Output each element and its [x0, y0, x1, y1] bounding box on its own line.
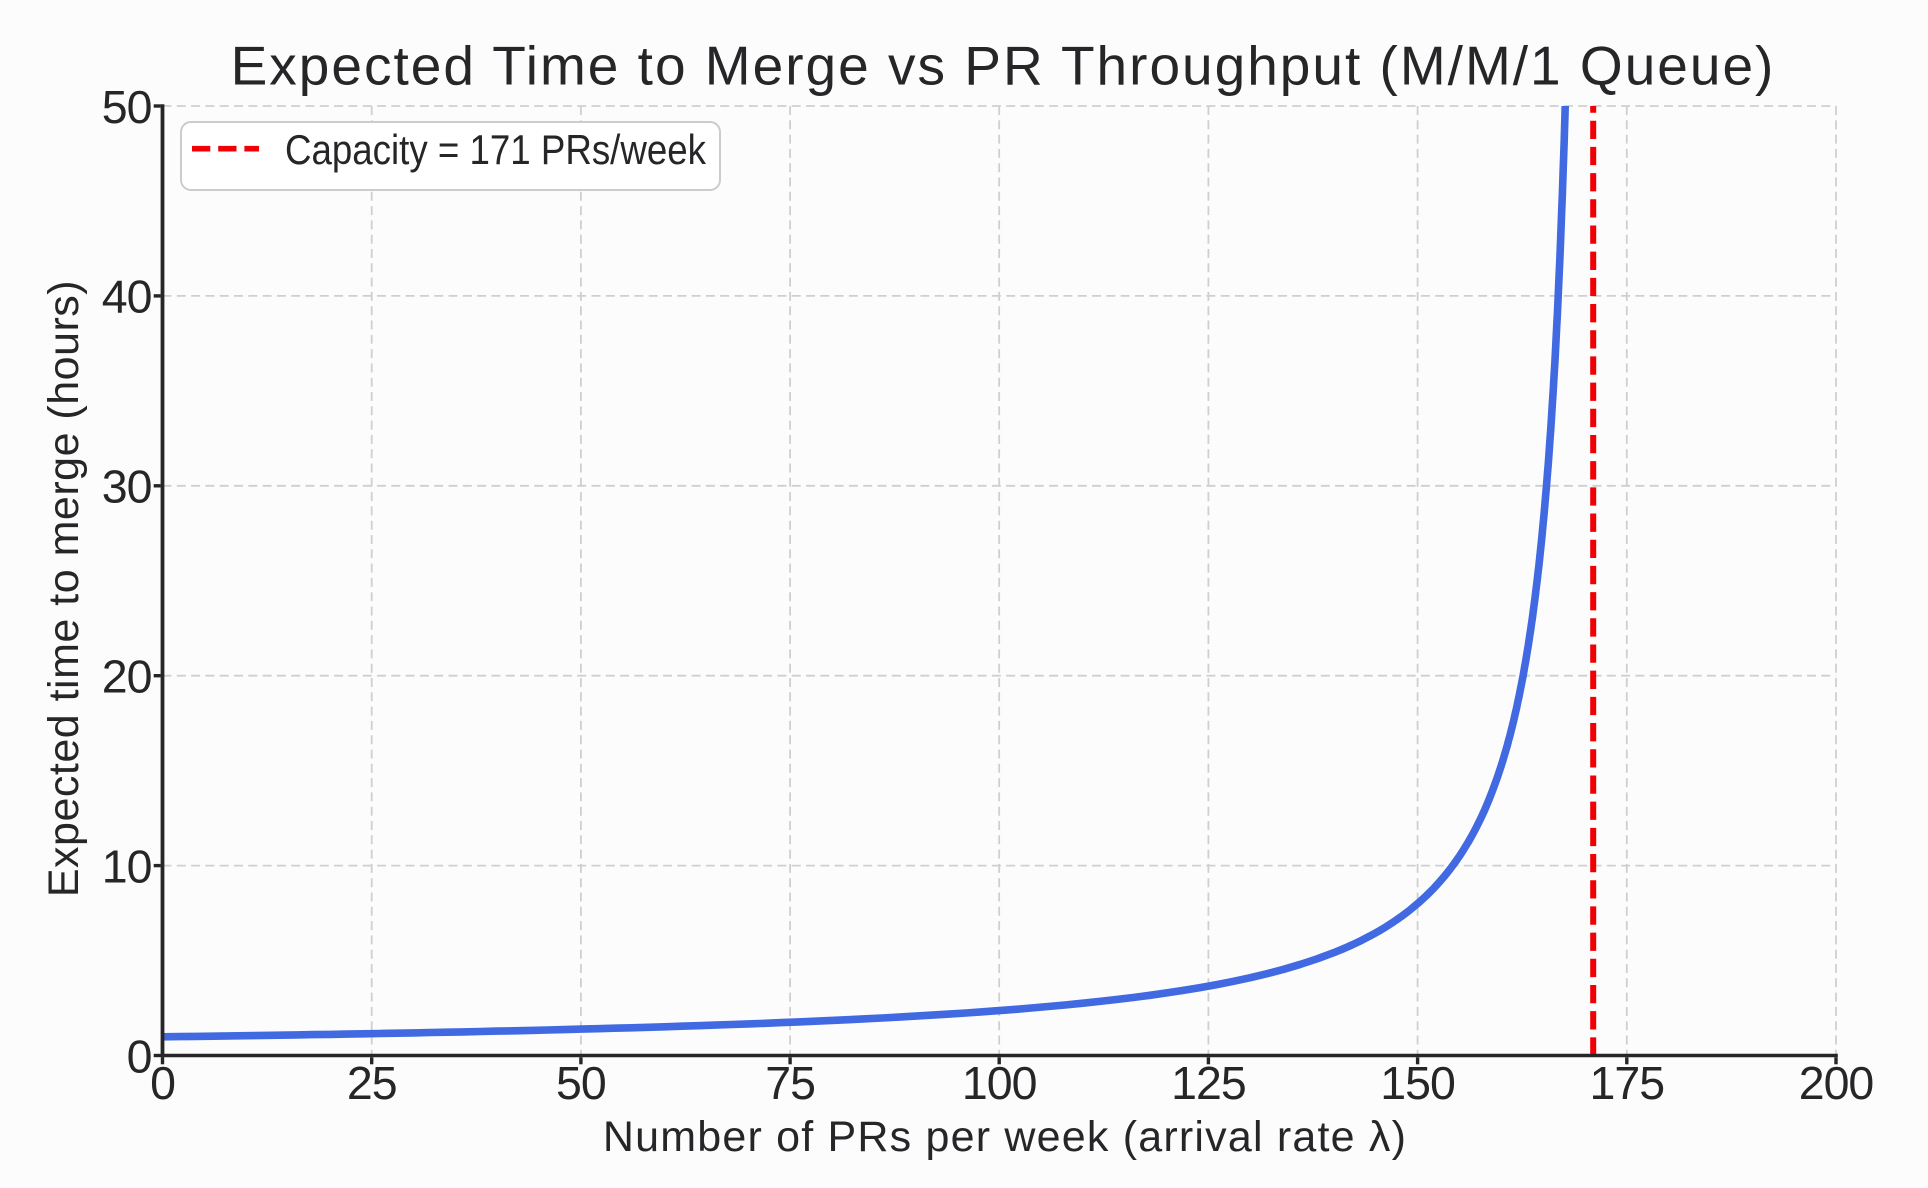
svg-text:0: 0	[150, 1057, 175, 1109]
svg-text:20: 20	[102, 651, 152, 703]
svg-text:30: 30	[102, 461, 152, 513]
svg-text:Number of PRs per week (arriva: Number of PRs per week (arrival rate λ)	[603, 1113, 1407, 1161]
svg-text:150: 150	[1380, 1057, 1455, 1109]
svg-text:Capacity = 171 PRs/week: Capacity = 171 PRs/week	[285, 126, 707, 173]
svg-text:50: 50	[102, 81, 152, 133]
svg-text:0: 0	[127, 1030, 152, 1082]
svg-text:10: 10	[102, 840, 152, 892]
svg-text:100: 100	[962, 1057, 1037, 1109]
svg-text:25: 25	[347, 1057, 397, 1109]
svg-text:75: 75	[765, 1057, 815, 1109]
svg-text:50: 50	[556, 1057, 606, 1109]
svg-text:175: 175	[1590, 1057, 1665, 1109]
svg-text:Expected time to merge (hours): Expected time to merge (hours)	[40, 280, 88, 897]
svg-text:40: 40	[102, 271, 152, 323]
svg-text:Expected Time to Merge vs PR T: Expected Time to Merge vs PR Throughput …	[231, 35, 1776, 97]
svg-text:125: 125	[1171, 1057, 1246, 1109]
svg-text:200: 200	[1799, 1057, 1874, 1109]
